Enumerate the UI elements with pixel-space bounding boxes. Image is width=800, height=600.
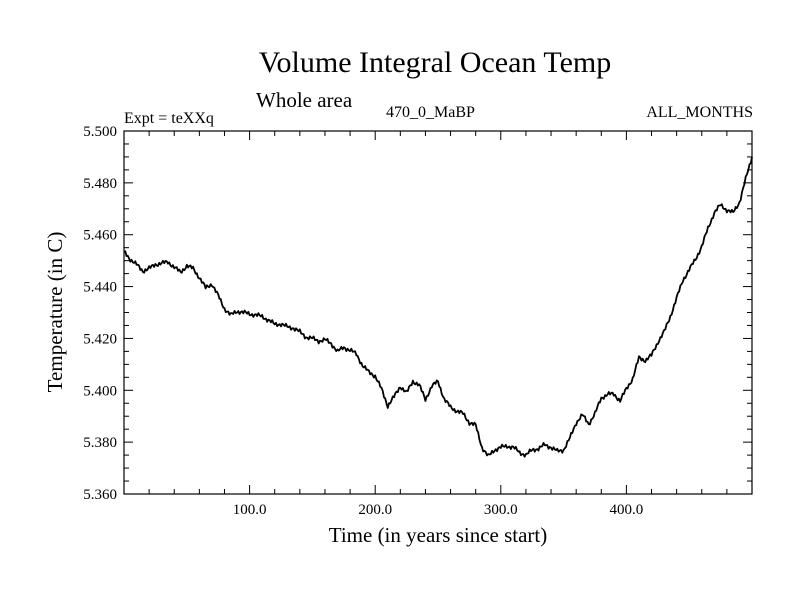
y-tick-label: 5.460	[83, 228, 117, 244]
months-label: ALL_MONTHS	[646, 104, 753, 121]
x-tick-label: 200.0	[358, 502, 392, 518]
axis-ticks	[124, 130, 752, 495]
chart-title: Volume Integral Ocean Temp	[258, 46, 612, 79]
x-tick-label: 100.0	[233, 502, 267, 518]
plot-frame	[123, 130, 753, 495]
y-tick-label: 5.380	[83, 435, 117, 451]
y-tick-label: 5.360	[83, 487, 117, 503]
y-tick-label: 5.420	[83, 331, 117, 347]
x-tick-label: 300.0	[484, 502, 518, 518]
x-axis-label: Time (in years since start)	[329, 523, 548, 547]
y-tick-label: 5.440	[83, 280, 117, 296]
y-tick-label: 5.500	[83, 124, 117, 140]
experiment-label: Expt = teXXq	[124, 110, 214, 127]
y-tick-label: 5.400	[83, 383, 117, 399]
period-label: 470_0_MaBP	[386, 104, 475, 121]
y-tick-label: 5.480	[83, 176, 117, 192]
series-layer	[123, 156, 753, 458]
chart-subtitle: Whole area	[256, 88, 353, 112]
series-line	[123, 156, 753, 458]
y-axis-label: Temperature (in C)	[43, 232, 67, 393]
tick-labels: 100.0 200.0 300.0 400.0 5.360 5.380 5.400 5.420…	[83, 124, 643, 518]
x-tick-label: 400.0	[610, 502, 644, 518]
